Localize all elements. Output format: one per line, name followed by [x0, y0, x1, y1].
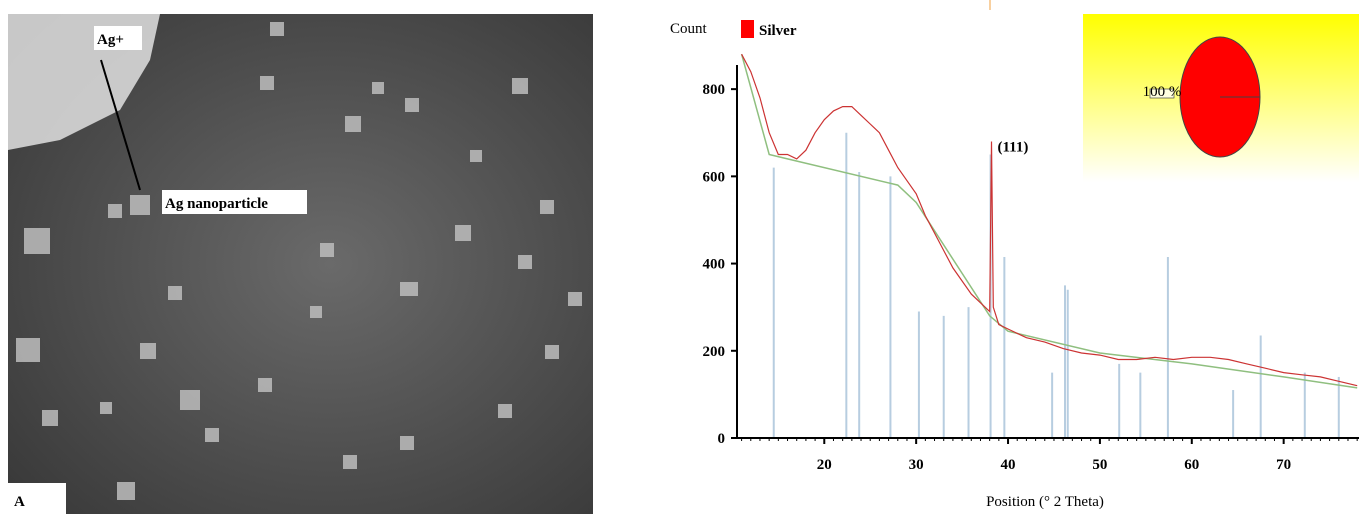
label-ag-ion: Ag+	[97, 32, 124, 48]
x-axis-label: Position (° 2 Theta)	[986, 494, 1104, 510]
legend-label: Silver	[759, 23, 797, 39]
pie-label: 100 %	[1143, 84, 1182, 100]
x-tick-label: 30	[909, 457, 924, 473]
x-tick-label: 60	[1184, 457, 1199, 473]
y-tick-label: 200	[703, 344, 726, 360]
legend-swatch	[741, 20, 754, 38]
y-tick-label: 0	[718, 431, 726, 447]
y-axis-label: Count	[670, 21, 708, 37]
background-line	[740, 54, 1358, 389]
y-tick-label: 800	[703, 82, 726, 98]
panel-label: A	[14, 494, 25, 510]
x-tick-label: 50	[1092, 457, 1107, 473]
annotation: (111)	[997, 139, 1028, 155]
sem-image: Ag+ Ag nanoparticle A	[8, 14, 593, 514]
pie-label-box	[1149, 88, 1175, 99]
x-tick-label: 40	[1001, 457, 1016, 473]
y-tick-label: 400	[703, 257, 726, 273]
label-ag-nanoparticle: Ag nanoparticle	[165, 196, 268, 212]
x-tick-label: 70	[1276, 457, 1291, 473]
pattern-line	[741, 53, 1358, 387]
x-tick-label: 20	[817, 457, 832, 473]
y-tick-label: 600	[703, 169, 726, 185]
